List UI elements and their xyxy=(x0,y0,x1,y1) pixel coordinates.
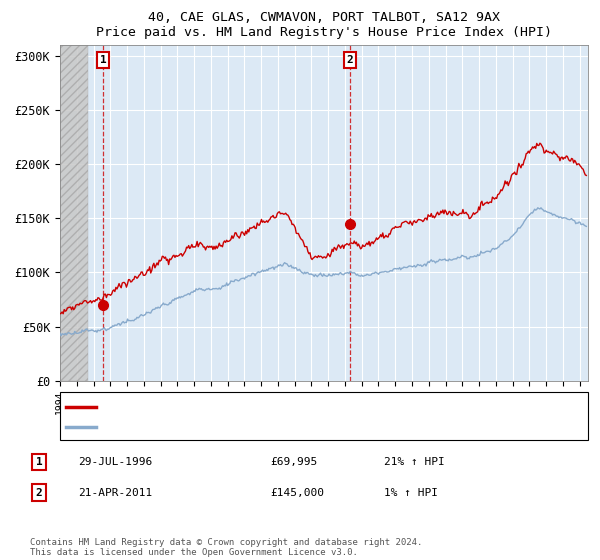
Bar xyxy=(60,45,88,381)
Text: 1% ↑ HPI: 1% ↑ HPI xyxy=(384,488,438,498)
Text: £69,995: £69,995 xyxy=(270,457,317,467)
Text: 2: 2 xyxy=(35,488,43,498)
Text: 1: 1 xyxy=(100,55,106,65)
Text: 21% ↑ HPI: 21% ↑ HPI xyxy=(384,457,445,467)
Text: 1: 1 xyxy=(35,457,43,467)
Text: £145,000: £145,000 xyxy=(270,488,324,498)
Text: Contains HM Land Registry data © Crown copyright and database right 2024.
This d: Contains HM Land Registry data © Crown c… xyxy=(30,538,422,557)
Text: HPI: Average price, detached house, Neath Port Talbot: HPI: Average price, detached house, Neat… xyxy=(105,422,436,432)
Title: 40, CAE GLAS, CWMAVON, PORT TALBOT, SA12 9AX
Price paid vs. HM Land Registry's H: 40, CAE GLAS, CWMAVON, PORT TALBOT, SA12… xyxy=(96,11,552,39)
Text: 40, CAE GLAS, CWMAVON, PORT TALBOT, SA12 9AX (detached house): 40, CAE GLAS, CWMAVON, PORT TALBOT, SA12… xyxy=(105,402,486,412)
Text: 2: 2 xyxy=(347,55,353,65)
Text: 21-APR-2011: 21-APR-2011 xyxy=(78,488,152,498)
Text: 29-JUL-1996: 29-JUL-1996 xyxy=(78,457,152,467)
